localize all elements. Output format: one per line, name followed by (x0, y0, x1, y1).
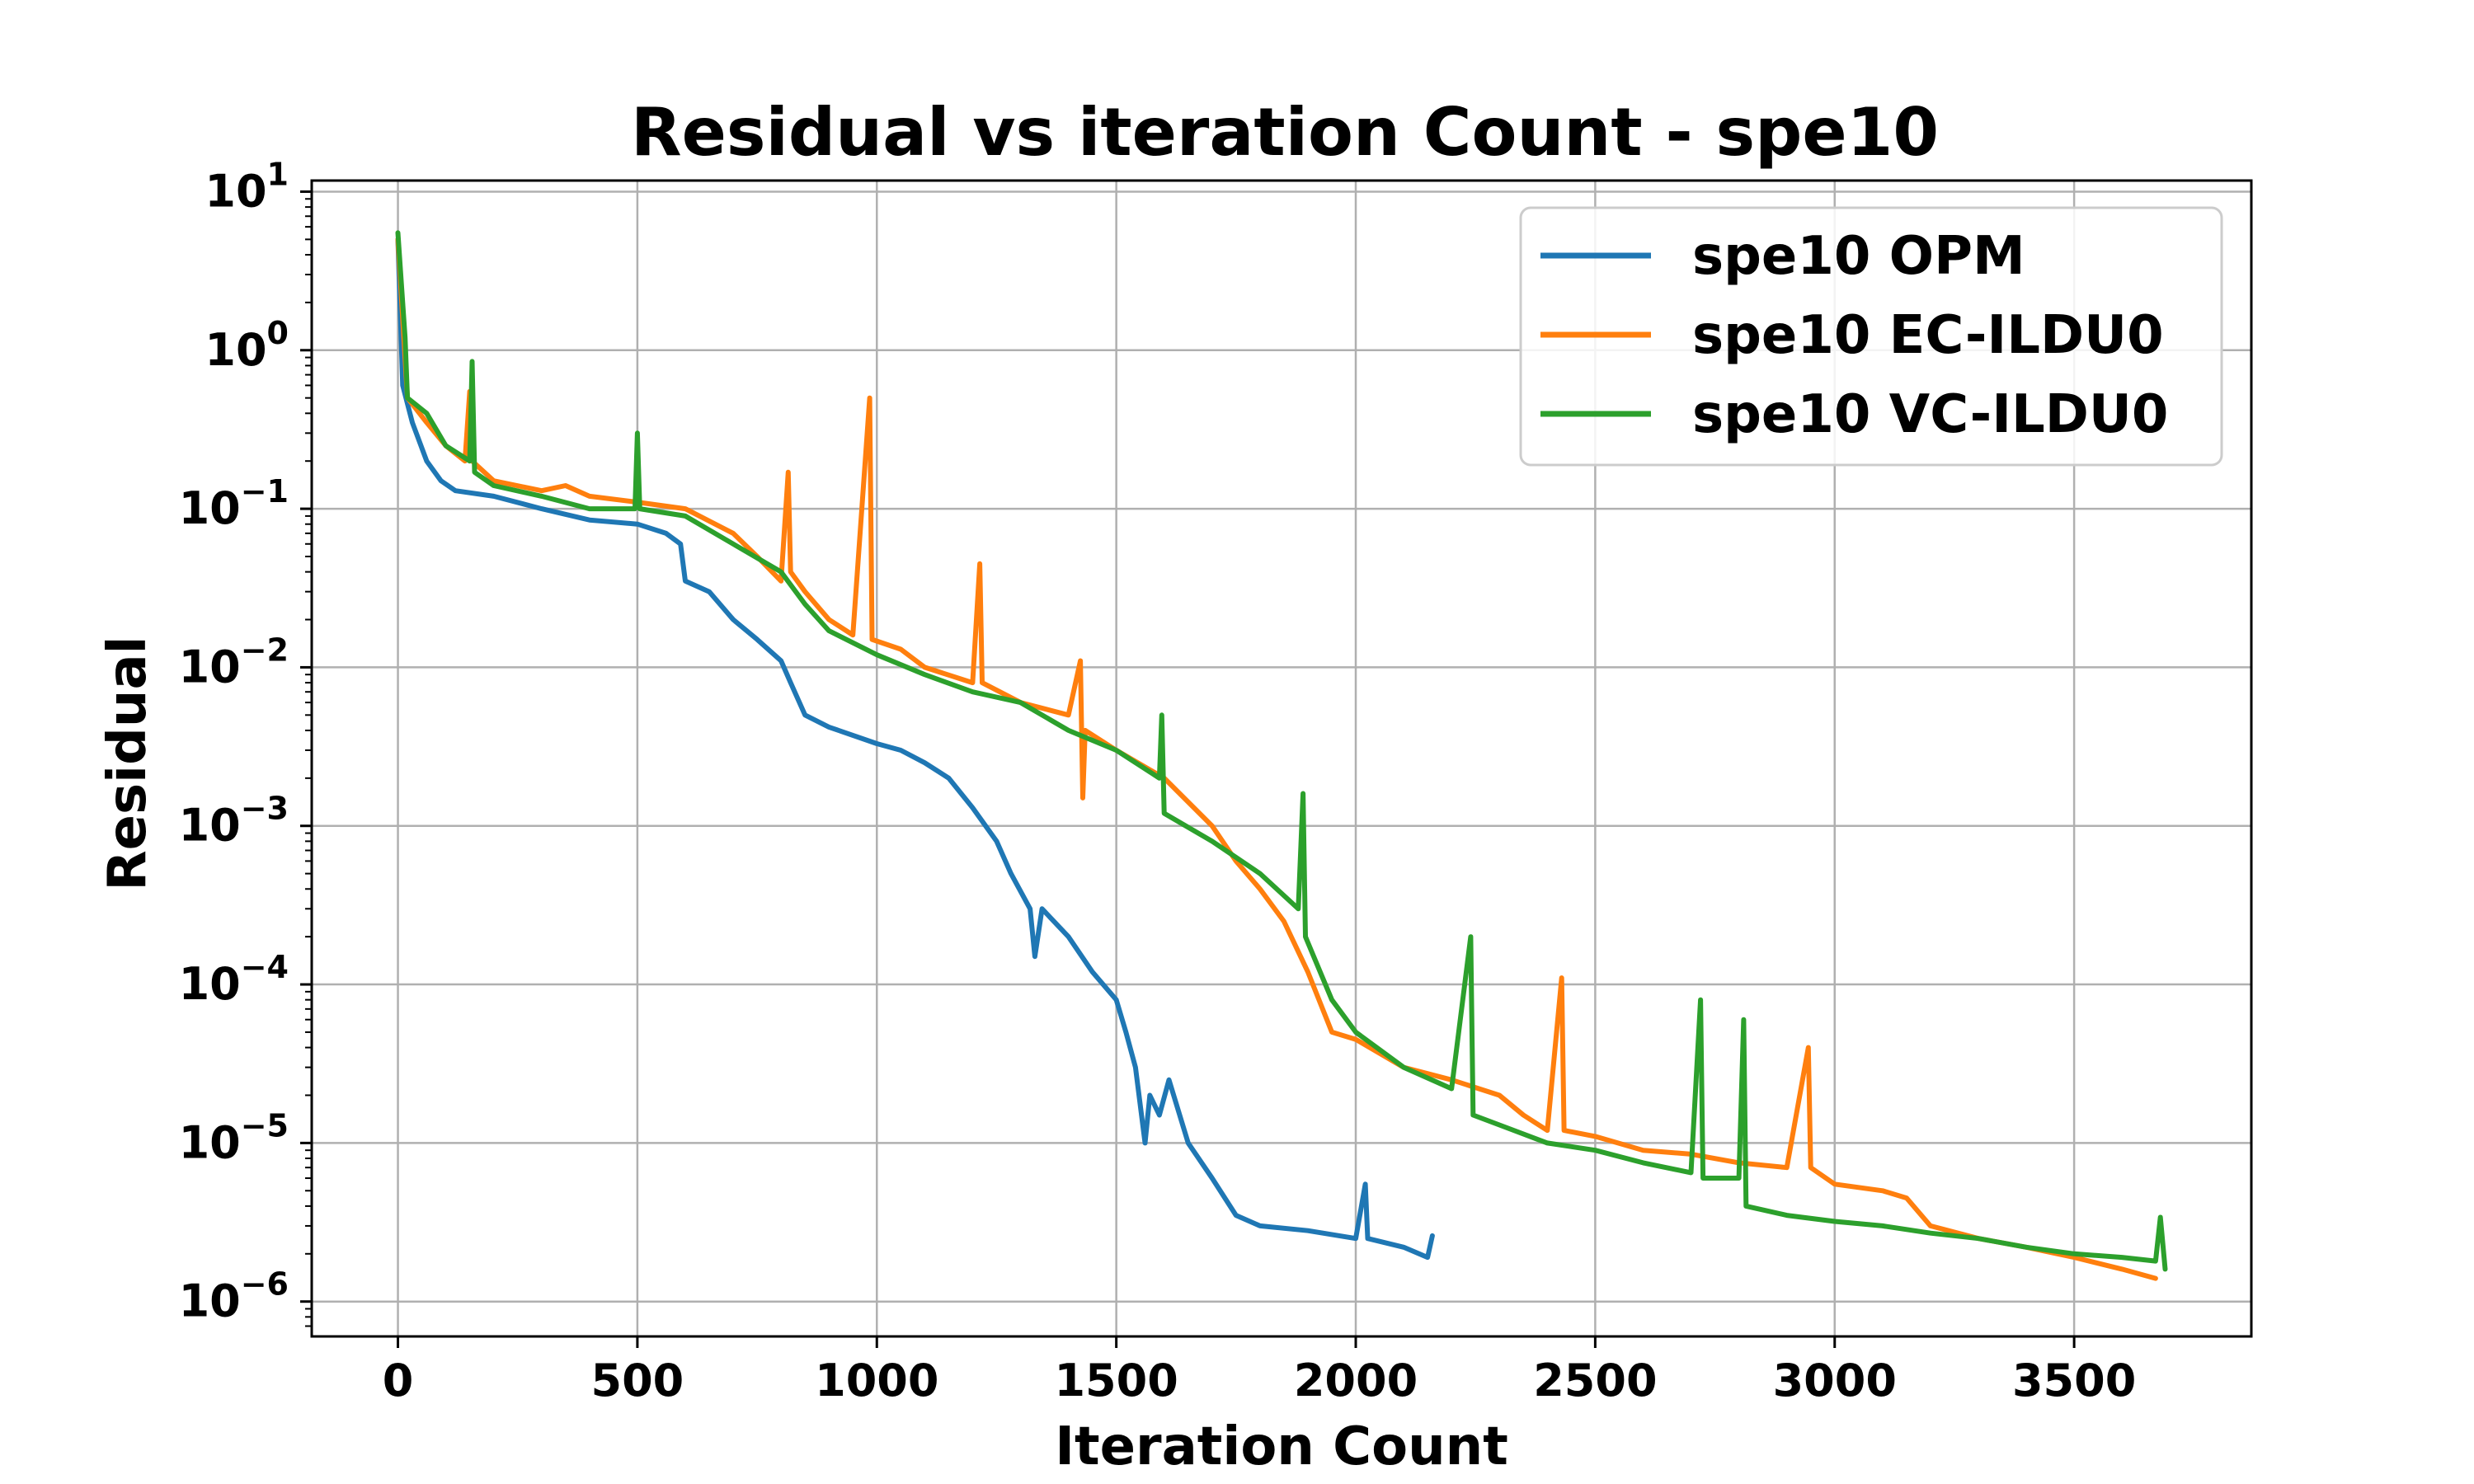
x-tick-label: 1000 (815, 1355, 938, 1407)
series-line-spe10-opm (395, 237, 1435, 1261)
x-tick-label: 3000 (1773, 1355, 1897, 1407)
legend-label: spe10 VC-ILDU0 (1692, 384, 2168, 445)
y-tick-label: 10−6 (179, 1266, 289, 1327)
y-tick-label: 10−2 (179, 632, 289, 693)
y-tick-label: 101 (205, 156, 289, 217)
y-axis-ticks: 101 100 10−1 10−2 10−3 10−4 10−5 10−6 (179, 156, 312, 1327)
x-tick-label: 1500 (1054, 1355, 1178, 1407)
chart-title: Residual vs iteration Count - spe10 (631, 94, 1939, 171)
y-tick-label: 10−4 (179, 949, 289, 1010)
x-tick-label: 3500 (2012, 1355, 2136, 1407)
legend: spe10 OPM spe10 EC-ILDU0 spe10 VC-ILDU0 (1519, 206, 2223, 467)
legend-box (1519, 206, 2223, 467)
legend-label: spe10 OPM (1692, 226, 2025, 287)
series-layer (395, 230, 2168, 1281)
y-tick-label: 10−1 (179, 473, 289, 534)
legend-label: spe10 EC-ILDU0 (1692, 305, 2164, 366)
x-tick-label: 0 (383, 1355, 414, 1407)
plot-frame (310, 179, 2253, 1338)
series-line-spe10-vc-ildu0 (395, 230, 2168, 1272)
x-axis-ticks: 0 500 1000 1500 2000 2500 3000 3500 (383, 1336, 2136, 1407)
y-tick-label: 10−5 (179, 1107, 289, 1168)
y-tick-label: 100 (205, 315, 289, 376)
y-tick-label: 10−3 (179, 791, 289, 852)
y-axis-label: Residual (97, 636, 158, 890)
series-line-spe10-ec-ildu0 (395, 237, 2158, 1281)
x-tick-label: 500 (591, 1355, 684, 1407)
x-axis-label: Iteration Count (1055, 1416, 1508, 1477)
x-tick-label: 2500 (1533, 1355, 1657, 1407)
x-tick-label: 2000 (1294, 1355, 1418, 1407)
